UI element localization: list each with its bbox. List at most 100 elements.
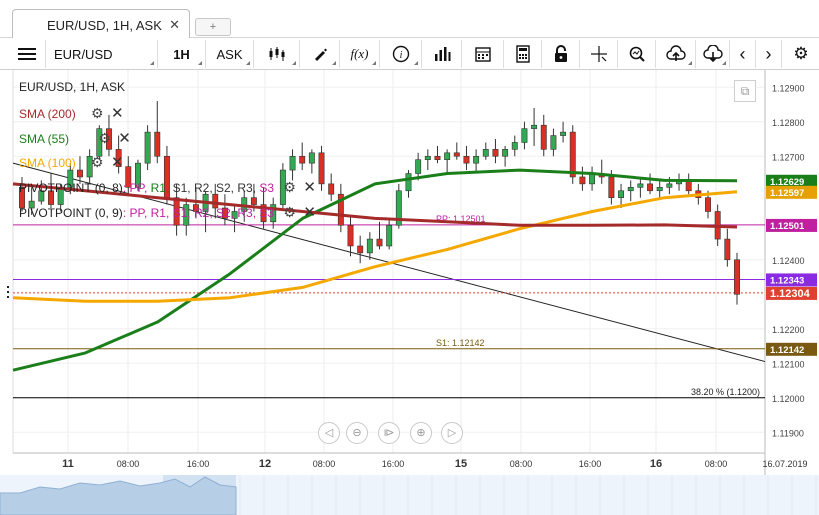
candle-body [308,152,315,164]
zoom-in-icon[interactable]: ⊕ [410,422,432,444]
candle-body [279,169,286,205]
time-tick-label: 08:00 [313,459,336,469]
candle-body [405,173,412,192]
restore-icon[interactable]: ⧉ [734,80,756,102]
info-icon[interactable]: i [380,40,422,68]
pivot1-part: S2, [212,181,235,195]
candle-body [106,128,112,150]
download-icon[interactable] [696,40,730,68]
price-tick-label: 1.12000 [772,394,805,404]
pivot1-part: R2, [190,181,213,195]
close-icon[interactable]: ✕ [110,105,124,122]
candle-body [734,259,740,295]
legend-sma200: SMA (200) ⚙ ✕ [19,104,124,122]
draw-icon[interactable] [300,40,340,68]
level-label: PP: 1.12501 [436,214,486,224]
candle-body [144,131,151,164]
candle-body [38,190,45,202]
fit-icon[interactable]: ⧐ [378,422,400,444]
time-tick-label: 16:00 [382,459,405,469]
symbol-select[interactable]: EUR/USD [46,40,158,68]
price-chart[interactable]: PP: 1.12501 S1: 1.12142 38.20 % (1.1200) 1.… [0,70,819,515]
menu-icon[interactable] [8,40,46,68]
calendar-icon[interactable] [462,40,504,68]
candle-body [395,190,402,226]
pivot2-part: R1, [147,206,170,220]
gear-icon[interactable]: ⚙ [283,179,296,195]
time-tick-label: 16:00 [187,459,210,469]
close-icon[interactable]: ✕ [169,17,180,32]
candle-body [579,176,586,185]
zoom-icon[interactable] [618,40,656,68]
level-label: S1: 1.12142 [436,338,485,348]
close-icon[interactable]: ✕ [110,154,124,171]
candle-body [96,128,103,157]
candle-body [521,128,528,143]
price-badge-label: 1.12629 [770,177,804,188]
pivot2-part: R2, [190,206,213,220]
pivot1-part: S1, [169,181,191,195]
tab-eurusd[interactable]: EUR/USD, 1H, ASK ✕ [12,9,190,39]
close-icon[interactable]: ✕ [303,204,316,221]
chevron-right-icon[interactable]: › [756,40,782,68]
chart-title: EUR/USD, 1H, ASK [19,80,126,94]
side-select[interactable]: ASK [206,40,254,68]
sma-line [12,182,738,229]
scroll-right-icon[interactable]: ▷ [441,422,463,444]
gear-icon[interactable]: ⚙ [283,204,296,220]
candle-body [482,149,489,157]
volume-icon[interactable] [422,40,462,68]
chart-area[interactable]: PP: 1.12501 S1: 1.12142 38.20 % (1.1200) 1.… [0,70,819,515]
sma200-label: SMA (200) [19,107,76,121]
timeframe-select[interactable]: 1H [158,40,206,68]
pivot1-part: : PP, [122,181,148,195]
gear-icon[interactable]: ⚙ [98,130,111,146]
upload-icon[interactable] [656,40,696,68]
price-badge-label: 1.12304 [770,288,811,300]
time-tick-label: 16:00 [579,459,602,469]
settings-icon[interactable]: ⚙ [793,44,809,63]
close-icon[interactable]: ✕ [303,179,316,196]
price-tick-label: 1.12400 [772,256,805,266]
candle-body [67,169,74,188]
candlestick-icon[interactable] [254,40,300,68]
zoom-out-icon[interactable]: ⊖ [346,422,368,444]
navigator-area [0,476,237,515]
lock-icon[interactable] [542,40,580,68]
candle-body [221,207,228,219]
tab-title: EUR/USD, 1H, ASK [47,18,162,33]
fx-icon[interactable]: f(x) [340,40,380,68]
candle-body [19,187,25,209]
sma-line [12,168,738,372]
gear-icon[interactable]: ⚙ [91,105,104,121]
candle-body [192,204,199,212]
candle-body [183,204,190,226]
price-badge [766,342,817,356]
new-tab-button[interactable]: + [195,18,231,36]
candle-body [48,190,54,205]
close-icon[interactable]: ✕ [118,130,131,147]
price-badge [766,185,817,199]
calculator-icon[interactable] [504,40,542,68]
time-tick-label: 15 [455,458,467,470]
time-tick-label: 08:00 [705,459,728,469]
price-tick-label: 1.12700 [772,152,805,162]
chevron-left-icon[interactable]: ‹ [730,40,756,68]
candle-body [386,224,393,247]
candle-body [705,197,711,212]
scroll-left-icon[interactable]: ◁ [318,422,340,444]
candle-body [453,152,460,157]
candle-body [666,183,673,188]
sma100-label: SMA (100) [19,156,76,170]
candle-body [502,149,509,157]
toolbar: EUR/USD 1H ASK f(x) i [0,38,819,70]
gear-icon[interactable]: ⚙ [91,154,104,170]
candle-body [86,155,93,178]
candle-body [366,238,373,254]
crosshair-icon[interactable] [580,40,618,68]
pivot2-label: PIVOTPOINT (0, 9) [19,206,123,220]
candle-body [250,197,257,205]
time-tick-label: 08:00 [117,459,140,469]
candle-body [337,193,344,226]
